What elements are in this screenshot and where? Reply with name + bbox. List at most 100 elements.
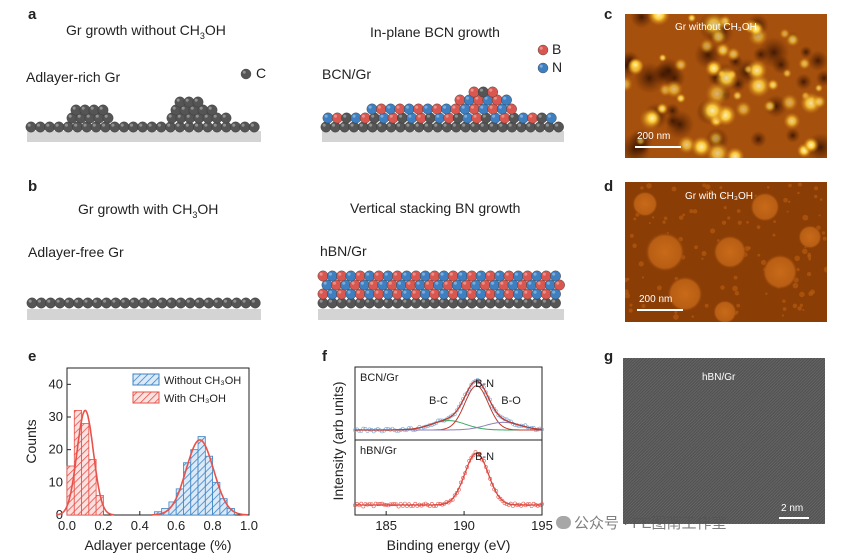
xps-data-point: [540, 502, 544, 507]
carbon-atom: [100, 121, 111, 133]
tem-lattice-fringe: [713, 414, 825, 524]
panel-a-right-title: In-plane BCN growth: [370, 24, 500, 40]
tem-lattice-fringe: [623, 358, 669, 403]
afm-c-caption: Gr without CH₃OH: [675, 22, 757, 33]
carbon-atom: [147, 297, 159, 309]
afm-grain: [629, 303, 633, 307]
y-tick-label: 20: [49, 442, 63, 457]
afm-grain: [682, 213, 686, 217]
carbon-atom: [118, 121, 130, 133]
tem-lattice-fringe: [656, 358, 825, 524]
afm-grain: [802, 309, 805, 312]
bcn-atom: [536, 112, 548, 124]
afm-grain: [692, 209, 698, 214]
afm-hbn-domain: [667, 276, 703, 312]
carbon-atom: [156, 297, 168, 309]
y-tick-label: 10: [49, 474, 63, 489]
tem-lattice-fringe: [623, 358, 738, 471]
bcn-atom: [496, 103, 508, 115]
carbon-atom: [422, 121, 434, 133]
bn-atom: [317, 270, 329, 282]
tem-lattice-fringe: [662, 364, 825, 524]
afm-grain: [732, 285, 738, 292]
carbon-atom: [248, 121, 260, 133]
legend-swatch: [132, 373, 160, 386]
afm-grain: [737, 220, 742, 225]
afm-adlayer-particle: [710, 28, 727, 45]
afm-dark-pit: [758, 36, 790, 68]
carbon-atom: [109, 121, 121, 133]
afm-grain: [794, 255, 801, 262]
xps-data-point: [394, 502, 399, 507]
tem-lattice-fringe: [776, 476, 825, 524]
tem-lattice-fringe: [653, 358, 825, 524]
afm-grain: [720, 285, 725, 290]
tem-lattice-fringe: [743, 443, 825, 524]
bcn-atom: [489, 112, 501, 124]
afm-adlayer-particle: [726, 47, 741, 62]
afm-grain: [691, 315, 695, 318]
tem-lattice-fringe: [764, 464, 825, 524]
xps-data-point: [390, 502, 395, 507]
subplot-label: BCN/Gr: [360, 372, 399, 384]
carbon-atom: [329, 121, 341, 133]
bcn-atom: [450, 103, 462, 115]
carbon-atom: [249, 297, 261, 309]
carbon-atom: [239, 121, 251, 133]
afm-grain: [756, 225, 761, 229]
tem-lattice-fringe: [734, 435, 825, 524]
peak-label: B-O: [501, 395, 521, 407]
bcn-atom: [506, 103, 517, 115]
afm-adlayer-particle: [647, 14, 671, 26]
carbon-atom: [45, 297, 56, 309]
x-tick-label: 0.0: [58, 518, 76, 533]
tem-lattice-fringe: [623, 358, 744, 477]
afm-adlayer-particle: [658, 53, 667, 63]
tem-lattice-fringe: [623, 358, 699, 433]
xps-envelope-fit: [355, 452, 542, 506]
afm-d-scale-label: 200 nm: [639, 294, 673, 305]
bcn-atom: [478, 103, 489, 115]
tem-lattice-fringe: [635, 358, 807, 524]
tem-lattice-fringe: [725, 426, 825, 524]
afm-adlayer-particle: [782, 68, 792, 79]
y-tick-label: 40: [49, 376, 63, 391]
afm-grain: [788, 183, 792, 188]
bcn-atom: [508, 112, 520, 124]
afm-bright-spot: [748, 21, 764, 37]
tem-lattice-fringe: [629, 358, 801, 524]
xps-data-point: [448, 498, 453, 503]
bcn-atom: [331, 112, 343, 124]
tem-lattice-fringe: [668, 370, 825, 524]
afm-grain: [792, 282, 799, 289]
afm-adlayer-particle: [625, 76, 634, 93]
gaussian-fit-line: [56, 409, 115, 516]
bn-atom: [373, 270, 385, 282]
bn-atom: [457, 270, 468, 282]
substrate-slab: [27, 131, 261, 142]
tem-lattice-fringe: [623, 358, 789, 521]
bn-atom: [410, 270, 422, 282]
carbon-atom: [174, 121, 186, 133]
tem-lattice-fringe: [770, 470, 825, 524]
legend-swatch: [132, 391, 160, 404]
afm-grain: [806, 272, 812, 277]
tem-lattice-fringe: [623, 358, 711, 444]
tem-lattice-fringe: [623, 358, 765, 497]
afm-grain: [813, 194, 818, 199]
tem-lattice-fringe: [623, 358, 759, 491]
bcn-atom: [322, 112, 334, 124]
bcn-atom: [440, 103, 452, 115]
bcn-atom: [415, 112, 427, 124]
tem-lattice-fringe: [752, 452, 825, 524]
afm-grain: [808, 257, 812, 261]
afm-grain: [671, 186, 677, 192]
bcn-atom: [424, 112, 436, 124]
afm-grain: [719, 186, 723, 190]
carbon-atom: [469, 121, 481, 133]
tem-lattice-fringe: [749, 449, 825, 524]
afm-grain: [701, 257, 704, 260]
afm-grain: [797, 191, 800, 195]
carbon-atom: [553, 121, 564, 133]
tem-lattice-fringe: [623, 358, 660, 395]
